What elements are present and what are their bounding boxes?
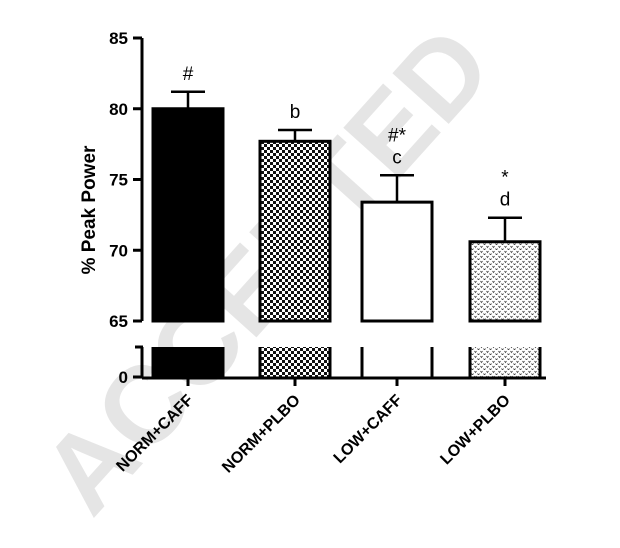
bar-lower [470, 347, 540, 377]
significance-label: b [290, 102, 301, 123]
bar-lower [260, 347, 330, 377]
y-tick-label: 0 [119, 368, 128, 387]
y-axis: 85 80 75 70 65 0 [109, 29, 144, 387]
bar [360, 200, 434, 323]
y-tick-label: 80 [109, 100, 128, 119]
y-axis-label: % Peak Power [79, 145, 100, 274]
bar-lower [153, 347, 223, 377]
significance-symbol: #* [388, 125, 407, 146]
bar [468, 240, 542, 323]
y-tick-label: 85 [109, 29, 128, 48]
bars-group: # b c#* d* [151, 64, 542, 377]
y-tick-label: 75 [109, 171, 128, 190]
x-tick-label: NORM+PLBO [219, 392, 304, 477]
significance-label: # [183, 64, 194, 85]
significance-label: c [392, 147, 402, 168]
bar [151, 107, 225, 323]
y-tick-label: 65 [109, 312, 128, 331]
y-tick-label: 70 [109, 241, 128, 260]
x-tick-label: LOW+CAFF [331, 392, 406, 467]
x-tick-label: LOW+PLBO [437, 392, 513, 468]
significance-symbol: * [501, 168, 509, 189]
significance-label: d [500, 190, 511, 211]
bar [258, 139, 332, 323]
